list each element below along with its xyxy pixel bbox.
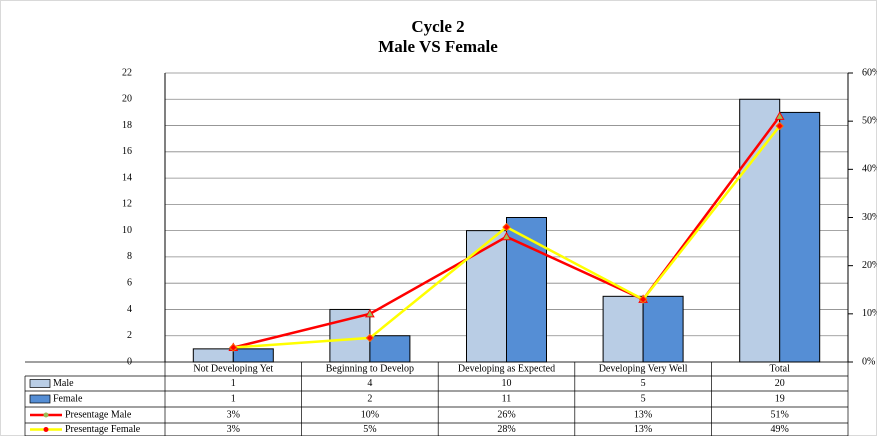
table-cell: 3% — [227, 409, 240, 420]
table-cell: 10 — [502, 378, 512, 389]
table-cell: 26% — [497, 409, 515, 420]
legend-marker — [43, 427, 49, 432]
y2-tick-label: 60% — [862, 67, 877, 78]
table-cell: 5% — [363, 424, 376, 435]
y-tick-label: 20 — [122, 94, 132, 105]
y2-tick-label: 50% — [862, 115, 877, 126]
y2-tick-label: 30% — [862, 212, 877, 223]
x-tick-label: Not Developing Yet — [193, 363, 273, 374]
bar — [642, 295, 684, 363]
y-tick-label: 6 — [127, 277, 132, 288]
y-tick-label: 12 — [122, 199, 132, 210]
marker — [365, 333, 375, 343]
legend-label: Female — [53, 393, 83, 404]
table-cell: 2 — [367, 393, 372, 404]
legend-label: Male — [53, 378, 74, 389]
table-cell: 11 — [502, 393, 512, 404]
x-tick-label: Developing Very Well — [599, 363, 688, 374]
y-tick-label: 16 — [122, 146, 132, 157]
y-tick-label: 22 — [122, 67, 132, 78]
table-cell: 1 — [231, 378, 236, 389]
table-cell: 13% — [634, 409, 652, 420]
bar — [466, 230, 507, 363]
bar — [602, 295, 644, 363]
bar — [739, 98, 781, 363]
marker — [774, 111, 785, 120]
table-cell: 5 — [641, 378, 646, 389]
y2-tick-label: 0% — [862, 356, 875, 367]
y-tick-label: 18 — [122, 120, 132, 131]
table-cell: 4 — [367, 378, 372, 389]
legend-marker — [43, 412, 49, 418]
table-cell: 5 — [641, 393, 646, 404]
table-cell: 1 — [231, 393, 236, 404]
legend-swatch — [29, 379, 51, 388]
y-tick-label: 2 — [127, 330, 132, 341]
bar — [369, 335, 411, 363]
x-tick-label: Total — [769, 363, 790, 374]
legend-swatch — [29, 394, 51, 404]
marker — [501, 231, 512, 241]
table-cell: 10% — [361, 409, 379, 420]
chart-subtitle: Male VS Female — [378, 37, 498, 56]
marker — [229, 343, 238, 352]
y2-tick-label: 40% — [862, 164, 877, 175]
table-cell: 20 — [775, 378, 785, 389]
y-tick-label: 10 — [122, 225, 132, 236]
bar — [779, 111, 821, 363]
y2-tick-label: 10% — [862, 308, 877, 319]
legend-label: Presentage Male — [65, 409, 132, 420]
marker — [775, 121, 784, 131]
x-tick-label: Beginning to Develop — [326, 363, 414, 374]
y2-tick-label: 20% — [862, 260, 877, 271]
y-tick-label: 8 — [127, 251, 132, 262]
table-cell: 3% — [227, 424, 240, 435]
table-cell: 13% — [634, 424, 652, 435]
table-cell: 19 — [775, 393, 785, 404]
marker — [502, 222, 511, 232]
table-cell: 51% — [771, 409, 789, 420]
bar — [506, 217, 547, 363]
bar — [232, 348, 274, 363]
table-cell: 28% — [497, 424, 515, 435]
legend-label: Presentage Female — [65, 424, 141, 435]
y-tick-label: 14 — [122, 172, 132, 183]
chart-title: Cycle 2 — [411, 17, 464, 36]
table-cell: 49% — [771, 424, 789, 435]
marker — [365, 308, 375, 318]
x-tick-label: Developing as Expected — [458, 363, 555, 374]
marker — [638, 295, 648, 304]
bar — [192, 348, 234, 363]
y-tick-label: 4 — [127, 304, 132, 315]
bar — [329, 308, 371, 363]
